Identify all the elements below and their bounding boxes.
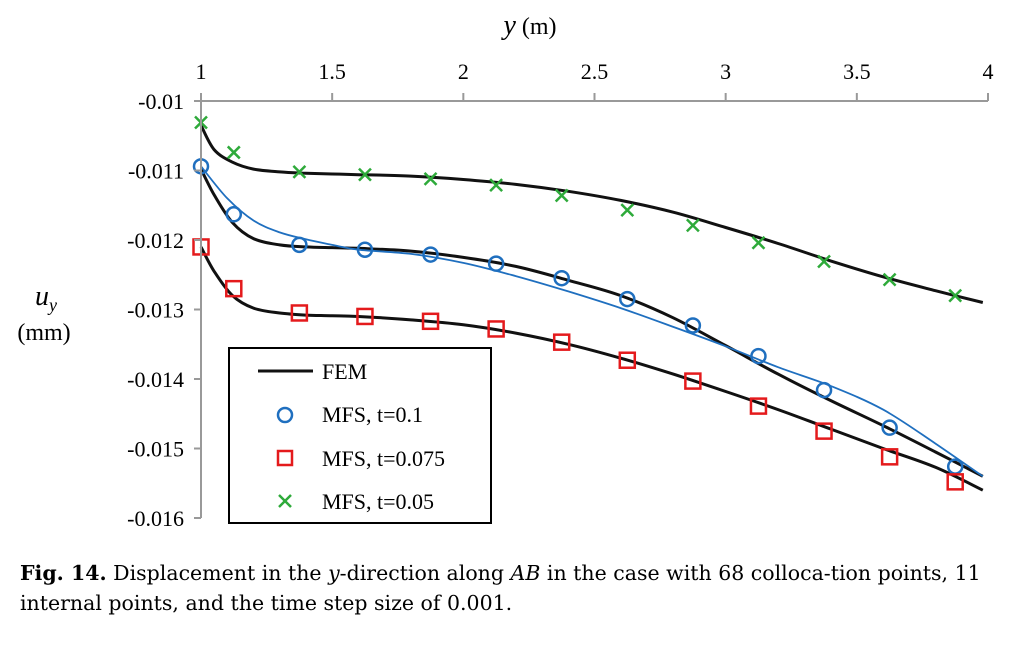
caption-italic-1: y <box>328 561 340 585</box>
y-tick-label: -0.01 <box>138 89 184 114</box>
mfs-t005-point <box>882 272 897 287</box>
x-tick-label: 3.5 <box>843 59 871 84</box>
legend-t01-label: MFS, t=0.1 <box>322 402 423 427</box>
chart: 1 1.5 2 2.5 3 3.5 4 -0.01 -0.011 -0.012 -0.013 -0.0… <box>17 10 993 531</box>
mfs-t005-point <box>489 178 504 192</box>
x-tick-label: 1 <box>196 59 207 84</box>
mfs-t01-point <box>356 241 374 258</box>
y-tick-label: -0.013 <box>127 298 184 323</box>
legend-circle-swatch <box>276 406 294 424</box>
y-tick-label: -0.012 <box>127 228 184 253</box>
mfs-t005-point <box>554 188 569 203</box>
mfs-t01-point <box>422 246 439 263</box>
mfs-t0075-point <box>749 397 768 415</box>
mfs-t005-point <box>358 167 372 182</box>
mfs-t005-point <box>292 165 307 179</box>
mfs-t005-point <box>226 145 241 160</box>
mfs-t0075-point <box>880 448 899 466</box>
mfs-t01-point <box>750 347 767 365</box>
mfs-t01-point <box>684 317 702 334</box>
y-tick-label: -0.014 <box>127 367 184 392</box>
mfs-t005-point <box>817 254 831 269</box>
mfs-t0075-point <box>618 351 637 369</box>
mfs-t0075-point <box>290 304 309 322</box>
legend: FEM MFS, t=0.1 MFS, t=0.075 MFS, t=0.05 <box>228 347 492 524</box>
mfs-t0075-point <box>225 279 243 298</box>
mfs-t0075-point <box>356 307 374 326</box>
mfs-t01-point <box>553 269 570 287</box>
mfs-t01-point <box>815 381 833 399</box>
legend-square-swatch <box>276 449 294 467</box>
mfs-t005-point <box>620 203 635 217</box>
legend-box <box>228 347 492 524</box>
svg-text:uy: uy <box>35 281 57 315</box>
mfs-t01-point <box>881 419 898 436</box>
legend-t0075-label: MFS, t=0.075 <box>322 446 445 471</box>
y-axis-unit: (mm) <box>17 320 70 346</box>
mfs-t0075-point <box>552 333 571 351</box>
mfs-t005-point <box>685 218 700 233</box>
x-tick-label: 1.5 <box>318 59 346 84</box>
caption-text-2: -direction along <box>339 561 511 585</box>
mfs-t0075-point <box>815 422 833 440</box>
x-tick-label: 2 <box>458 59 469 84</box>
caption-text-3: in the case with 68 colloca-tion points,… <box>20 561 981 615</box>
legend-cross-swatch <box>278 494 292 508</box>
mfs-t0075-point <box>684 372 702 390</box>
figure-caption: Fig. 14. Displacement in the y-direction… <box>20 558 1010 618</box>
x-axis-title: y (m) <box>500 10 556 41</box>
x-tick-label: 4 <box>983 59 994 84</box>
mfs-t01-point <box>619 290 636 308</box>
caption-italic-2: AB <box>510 561 541 585</box>
axes: 1 1.5 2 2.5 3 3.5 4 -0.01 -0.011 -0.012 -0.013 -0.0… <box>127 59 993 531</box>
y-tick-label: -0.011 <box>128 159 184 184</box>
mfs-t0075-point <box>421 312 440 331</box>
mfs-t01-point <box>291 236 308 254</box>
plot-area <box>192 115 984 492</box>
caption-label: Fig. 14. <box>20 561 107 585</box>
y-tick-label: -0.015 <box>127 437 184 462</box>
mfs-t01-point <box>487 255 505 272</box>
y-axis-title: uy (mm) <box>17 281 70 346</box>
legend-t005-label: MFS, t=0.05 <box>322 489 434 514</box>
mfs-t0075-point <box>487 320 505 338</box>
mfs-t005-point <box>423 171 438 186</box>
caption-text-1: Displacement in the <box>113 561 329 585</box>
legend-fem-label: FEM <box>322 359 367 384</box>
mfs-t005-point <box>948 288 963 303</box>
fem-curve <box>199 124 984 304</box>
mfs-t005-point <box>751 235 766 250</box>
mfs-t0075-point <box>946 473 964 491</box>
x-tick-label: 3 <box>720 59 731 84</box>
mfs-t01-point <box>225 206 243 223</box>
x-tick-label: 2.5 <box>581 59 609 84</box>
y-tick-label: -0.016 <box>127 506 184 531</box>
